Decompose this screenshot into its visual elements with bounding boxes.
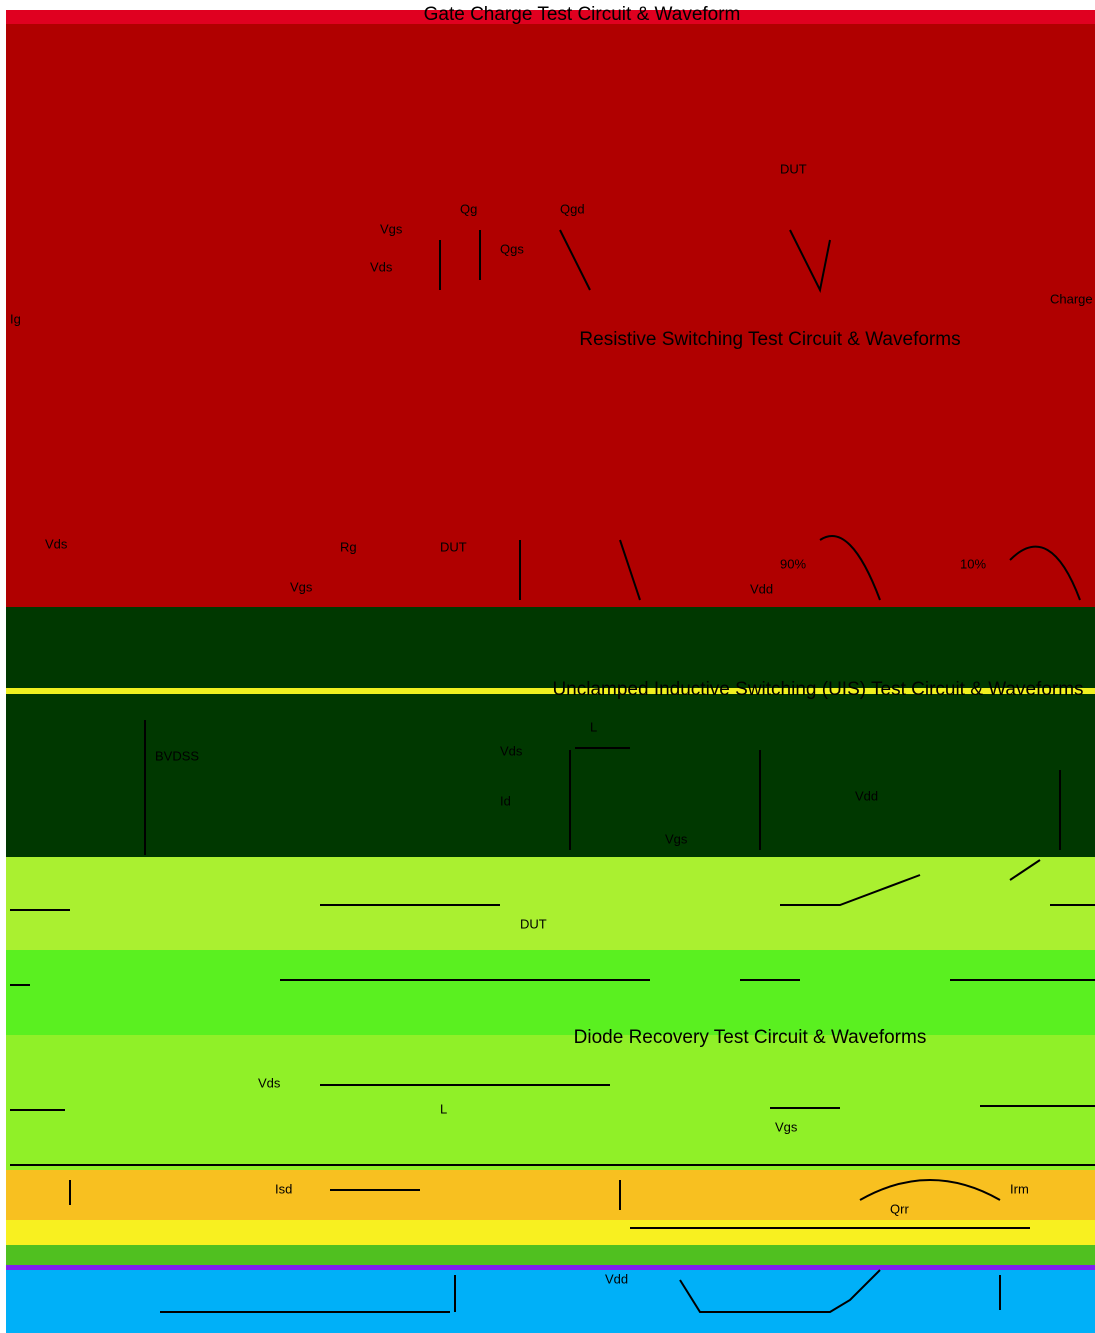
section-band — [6, 1220, 1095, 1245]
section-title: Gate Charge Test Circuit & Waveform — [424, 4, 741, 25]
label: Vgs — [665, 831, 688, 846]
section-title: Resistive Switching Test Circuit & Wavef… — [579, 329, 960, 350]
label: Rg — [340, 539, 357, 554]
label: Vds — [370, 259, 393, 274]
label: Id — [500, 793, 511, 808]
label: Vdd — [855, 788, 878, 803]
section-band — [6, 1170, 1095, 1220]
label: Qrr — [890, 1201, 909, 1216]
label: Vgs — [775, 1119, 798, 1134]
label: Vgs — [380, 221, 403, 236]
page: Gate Charge Test Circuit & Waveform Vgs … — [0, 0, 1095, 1333]
section-title: Diode Recovery Test Circuit & Waveforms — [574, 1027, 927, 1048]
label: BVDSS — [155, 748, 199, 763]
label: Qg — [460, 201, 477, 216]
section-band — [6, 1265, 1095, 1270]
label: Vds — [258, 1075, 281, 1090]
label: DUT — [520, 916, 547, 931]
section-band — [6, 857, 1095, 950]
section-band — [6, 1035, 1095, 1170]
section-band — [6, 950, 1095, 1035]
label: L — [590, 719, 597, 734]
label: Charge — [1050, 291, 1093, 306]
label: Qgd — [560, 201, 585, 216]
section-band — [6, 1270, 1095, 1333]
section-band — [6, 607, 1095, 857]
label: 10% — [960, 556, 986, 571]
label: Qgs — [500, 241, 524, 256]
label: Isd — [275, 1181, 292, 1196]
section-band — [6, 1245, 1095, 1265]
label: L — [440, 1101, 447, 1116]
label: Irm — [1010, 1181, 1029, 1196]
label: Vds — [45, 536, 68, 551]
label: DUT — [440, 539, 467, 554]
label: Ig — [10, 311, 21, 326]
label: Vgs — [290, 579, 313, 594]
label: Vdd — [750, 581, 773, 596]
label: Vdd — [605, 1271, 628, 1286]
label: DUT — [780, 161, 807, 176]
section-title: Unclamped Inductive Switching (UIS) Test… — [552, 679, 1083, 700]
label: Vds — [500, 743, 523, 758]
section-band — [6, 10, 1095, 607]
label: 90% — [780, 556, 806, 571]
